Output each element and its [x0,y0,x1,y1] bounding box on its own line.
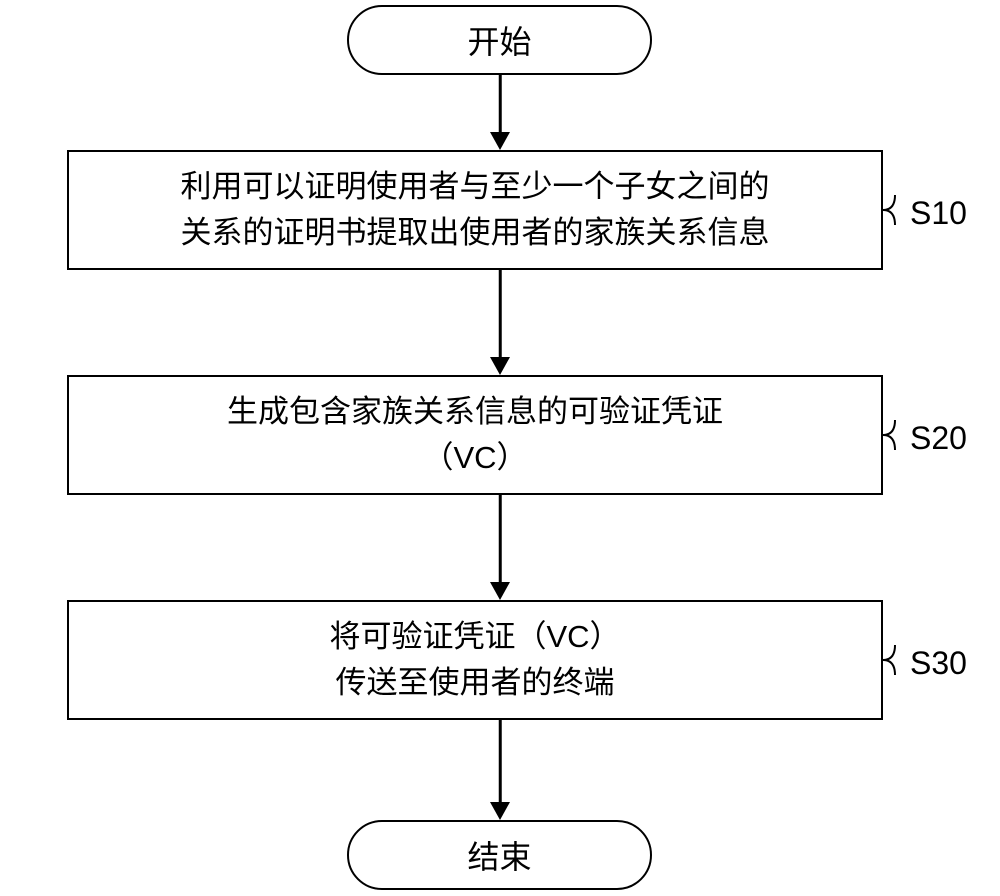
terminal-end-label: 结束 [467,832,531,878]
arrow-head [490,132,510,150]
arrow-head [490,802,510,820]
process-s10: 利用可以证明使用者与至少一个子女之间的 关系的证明书提取出使用者的家族关系信息 [67,150,883,270]
connector-s20 [883,415,913,455]
arrow-line [499,720,502,802]
terminal-start: 开始 [347,5,652,75]
process-s30: 将可验证凭证（VC） 传送至使用者的终端 [67,600,883,720]
connector-s10 [883,190,913,230]
connector-s30 [883,640,913,680]
arrow-head [490,582,510,600]
process-s20-text: 生成包含家族关系信息的可验证凭证 （VC） [227,389,723,482]
step-label-s20: S20 [910,420,967,457]
terminal-end: 结束 [347,820,652,890]
flowchart-container: 开始 利用可以证明使用者与至少一个子女之间的 关系的证明书提取出使用者的家族关系… [0,0,1000,896]
step-label-s30: S30 [910,645,967,682]
process-s10-text: 利用可以证明使用者与至少一个子女之间的 关系的证明书提取出使用者的家族关系信息 [181,164,770,257]
arrow-head [490,357,510,375]
arrow-line [499,75,502,132]
arrow-line [499,495,502,582]
arrow-line [499,270,502,357]
process-s30-text: 将可验证凭证（VC） 传送至使用者的终端 [329,614,620,707]
terminal-start-label: 开始 [467,17,531,63]
process-s20: 生成包含家族关系信息的可验证凭证 （VC） [67,375,883,495]
step-label-s10: S10 [910,195,967,232]
